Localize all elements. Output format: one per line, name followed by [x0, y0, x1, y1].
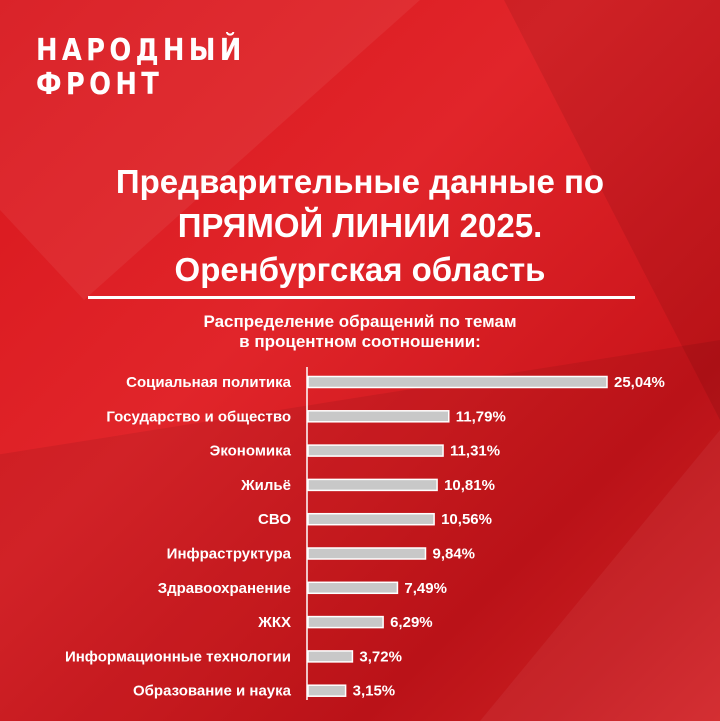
data-bar — [307, 478, 438, 492]
brand-logo: НАРОДНЫЙ ФРОНТ — [36, 34, 246, 102]
value-label: 7,49% — [404, 580, 447, 597]
data-bar — [307, 684, 347, 697]
category-label: СВО — [258, 511, 291, 528]
value-label: 25,04% — [614, 374, 665, 391]
value-label: 3,72% — [359, 648, 402, 665]
data-bar — [307, 615, 384, 629]
title-line-3: Оренбургская область — [174, 251, 546, 288]
data-bar — [307, 410, 450, 423]
chart-title: Распределение обращений по темам в проце… — [120, 312, 600, 352]
value-label: 9,84% — [432, 546, 475, 563]
category-label: Инфраструктура — [167, 546, 292, 563]
category-label: Здравоохранение — [158, 580, 291, 597]
data-bar — [307, 512, 435, 526]
category-label: Образование и наука — [133, 683, 292, 700]
category-label: Жильё — [240, 477, 291, 494]
category-label: ЖКХ — [257, 614, 291, 631]
title-line-2: ПРЯМОЙ ЛИНИИ 2025. — [177, 207, 543, 244]
data-bar — [307, 547, 427, 560]
data-bar — [307, 650, 354, 663]
category-label: Информационные технологии — [65, 648, 291, 665]
page-title: Предварительные данные по ПРЯМОЙ ЛИНИИ 2… — [40, 160, 680, 292]
value-label: 11,79% — [456, 408, 506, 425]
category-label: Экономика — [210, 443, 292, 460]
logo-line-1: НАРОДНЫЙ — [36, 33, 246, 68]
category-label: Социальная политика — [126, 374, 292, 391]
category-label: Государство и общество — [106, 408, 291, 425]
data-bar — [307, 444, 444, 457]
value-label: 3,15% — [353, 683, 396, 700]
chart-title-line-1: Распределение обращений по темам — [203, 312, 517, 331]
chart-title-line-2: в процентном соотношении: — [239, 332, 481, 351]
value-label: 11,31% — [450, 443, 500, 460]
data-bar — [307, 375, 608, 389]
data-bar — [307, 581, 399, 595]
value-label: 6,29% — [390, 614, 433, 631]
title-line-1: Предварительные данные по — [115, 163, 605, 200]
value-label: 10,81% — [444, 477, 495, 494]
value-label: 10,56% — [441, 511, 492, 528]
logo-line-2: ФРОНТ — [36, 67, 164, 102]
title-divider — [88, 296, 635, 299]
